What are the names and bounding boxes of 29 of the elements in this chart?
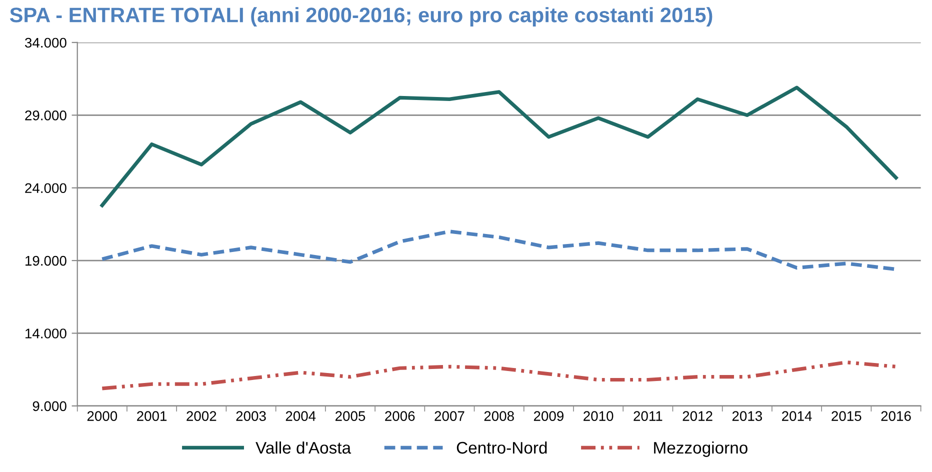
- x-tick-label: 2015: [832, 411, 862, 421]
- legend-label: Mezzogiorno: [654, 441, 748, 457]
- x-tick-label: 2004: [286, 411, 316, 421]
- y-tick-label: 9.000: [32, 401, 66, 412]
- y-tick-label: 34.000: [24, 38, 66, 48]
- x-tick-label: 2012: [682, 411, 712, 421]
- x-tick-label: 2005: [335, 411, 366, 421]
- x-tick-label: 2003: [236, 411, 266, 421]
- x-tick-label: 2001: [137, 411, 167, 421]
- x-tick-label: 2008: [484, 411, 514, 421]
- x-tick-label: 2006: [385, 411, 415, 421]
- y-tick-label: 29.000: [25, 110, 66, 120]
- x-tick-label: 2011: [634, 411, 662, 421]
- chart-title: SPA - ENTRATE TOTALI (anni 2000-2016; euro pro capite costanti 2015): [10, 7, 712, 26]
- y-tick-label: 24.000: [25, 183, 66, 194]
- x-tick-label: 2002: [186, 411, 216, 421]
- legend-label: Valle d'Aosta: [256, 441, 352, 454]
- x-tick-label: 2007: [434, 411, 464, 421]
- x-tick-label: 2010: [584, 411, 614, 421]
- line-series: [100, 86, 898, 208]
- line-series: [100, 360, 898, 390]
- legend-label: Centro-Nord: [456, 441, 547, 454]
- x-tick-label: 2000: [87, 411, 118, 421]
- y-tick-label: 14.000: [26, 328, 66, 338]
- x-tick-label: 2009: [534, 411, 564, 421]
- y-tick-label: 19.000: [26, 256, 66, 266]
- x-tick-label: 2016: [881, 411, 911, 421]
- x-tick-label: 2013: [732, 411, 762, 421]
- x-tick-label: 2014: [782, 411, 812, 421]
